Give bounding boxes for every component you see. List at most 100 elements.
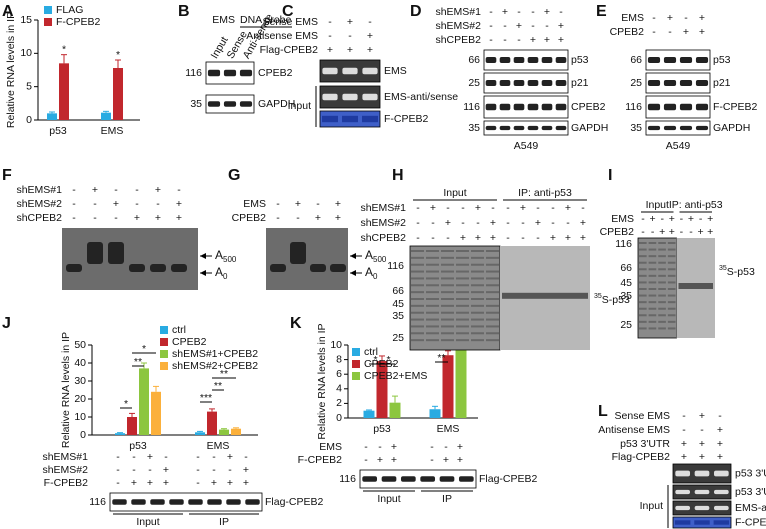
label: -: [116, 477, 120, 489]
band: [426, 263, 439, 266]
band: [471, 291, 484, 294]
label: p21: [571, 77, 589, 89]
band: [667, 320, 676, 323]
label: F-CPEB2: [298, 454, 343, 466]
label: -: [416, 217, 420, 229]
band: [639, 288, 647, 290]
band: [694, 470, 710, 477]
band: [471, 325, 484, 328]
band: [87, 242, 103, 264]
band: [647, 57, 661, 63]
label: 40: [74, 357, 86, 369]
label: +: [558, 20, 564, 32]
band: [471, 311, 484, 314]
band: [66, 264, 82, 272]
label: Input: [646, 199, 669, 211]
label: -: [93, 212, 97, 224]
band: [270, 264, 286, 272]
band: [658, 288, 666, 290]
band: [667, 268, 676, 271]
label: **: [214, 380, 222, 392]
label: +: [717, 424, 723, 436]
blot: [409, 245, 501, 351]
label: 10: [20, 47, 32, 59]
label: -: [682, 410, 686, 422]
label: +: [544, 34, 550, 46]
band: [322, 93, 338, 101]
band: [322, 115, 338, 123]
product-sup: 35: [594, 293, 602, 300]
band: [486, 298, 499, 300]
label: -: [135, 198, 139, 210]
label: +: [391, 454, 397, 466]
label: L: [598, 403, 608, 420]
label: p53 3'UTR: [620, 438, 670, 450]
label: shEMS#1: [435, 6, 481, 18]
band: [679, 103, 693, 111]
label: ***: [200, 392, 212, 404]
band: [486, 284, 499, 287]
blot: [645, 72, 711, 94]
band: [441, 318, 454, 321]
band: [499, 57, 511, 63]
band: [658, 327, 666, 330]
bar: [115, 433, 125, 435]
band: [441, 284, 454, 287]
label: -: [682, 424, 686, 436]
label: Input: [136, 516, 159, 528]
band: [426, 291, 439, 294]
label: EMS: [207, 440, 230, 452]
band: [639, 307, 647, 310]
label: +: [699, 410, 705, 422]
label: 116: [387, 260, 404, 272]
bar: [47, 113, 57, 120]
band: [486, 318, 499, 321]
band: [695, 57, 709, 63]
label: -: [364, 441, 368, 453]
band: [456, 298, 469, 300]
label: -: [699, 213, 703, 225]
label: -: [531, 20, 535, 32]
label: +: [681, 438, 687, 450]
label: -: [116, 464, 120, 476]
band: [667, 301, 676, 304]
label: 45: [620, 277, 632, 289]
label: -: [517, 6, 521, 18]
legend-swatch: [160, 326, 168, 334]
band: [411, 325, 424, 328]
label: shEMS#1+CPEB2: [172, 348, 258, 360]
label: +: [490, 217, 496, 229]
bar: [429, 409, 441, 418]
band: [381, 476, 397, 482]
label: +: [155, 184, 161, 196]
label: Antisense EMS: [598, 424, 670, 436]
label: 15: [20, 14, 32, 26]
label: Sense EMS: [615, 410, 670, 422]
label: GAPDH: [571, 122, 608, 134]
label: 116: [625, 101, 642, 113]
arrow-base: A: [215, 265, 223, 279]
label: +: [335, 198, 341, 210]
band: [471, 318, 484, 321]
label: K: [290, 315, 302, 332]
label: +: [699, 26, 705, 38]
label: *: [373, 354, 377, 366]
band: [456, 318, 469, 321]
label: -: [559, 6, 563, 18]
label: -: [641, 226, 645, 238]
label: 66: [620, 262, 632, 274]
blot: [483, 120, 569, 136]
band: [441, 291, 454, 294]
label: Antisense EMS: [246, 30, 318, 42]
arrow-sub: 0: [373, 272, 378, 281]
label: 25: [392, 332, 404, 344]
label: p53 3'UTR: [735, 467, 766, 479]
band: [648, 327, 657, 330]
label: -: [116, 451, 120, 463]
label: GAPDH: [713, 122, 750, 134]
label: +: [475, 202, 481, 214]
band: [171, 264, 187, 272]
label: H: [392, 167, 404, 184]
bar: [207, 411, 217, 435]
